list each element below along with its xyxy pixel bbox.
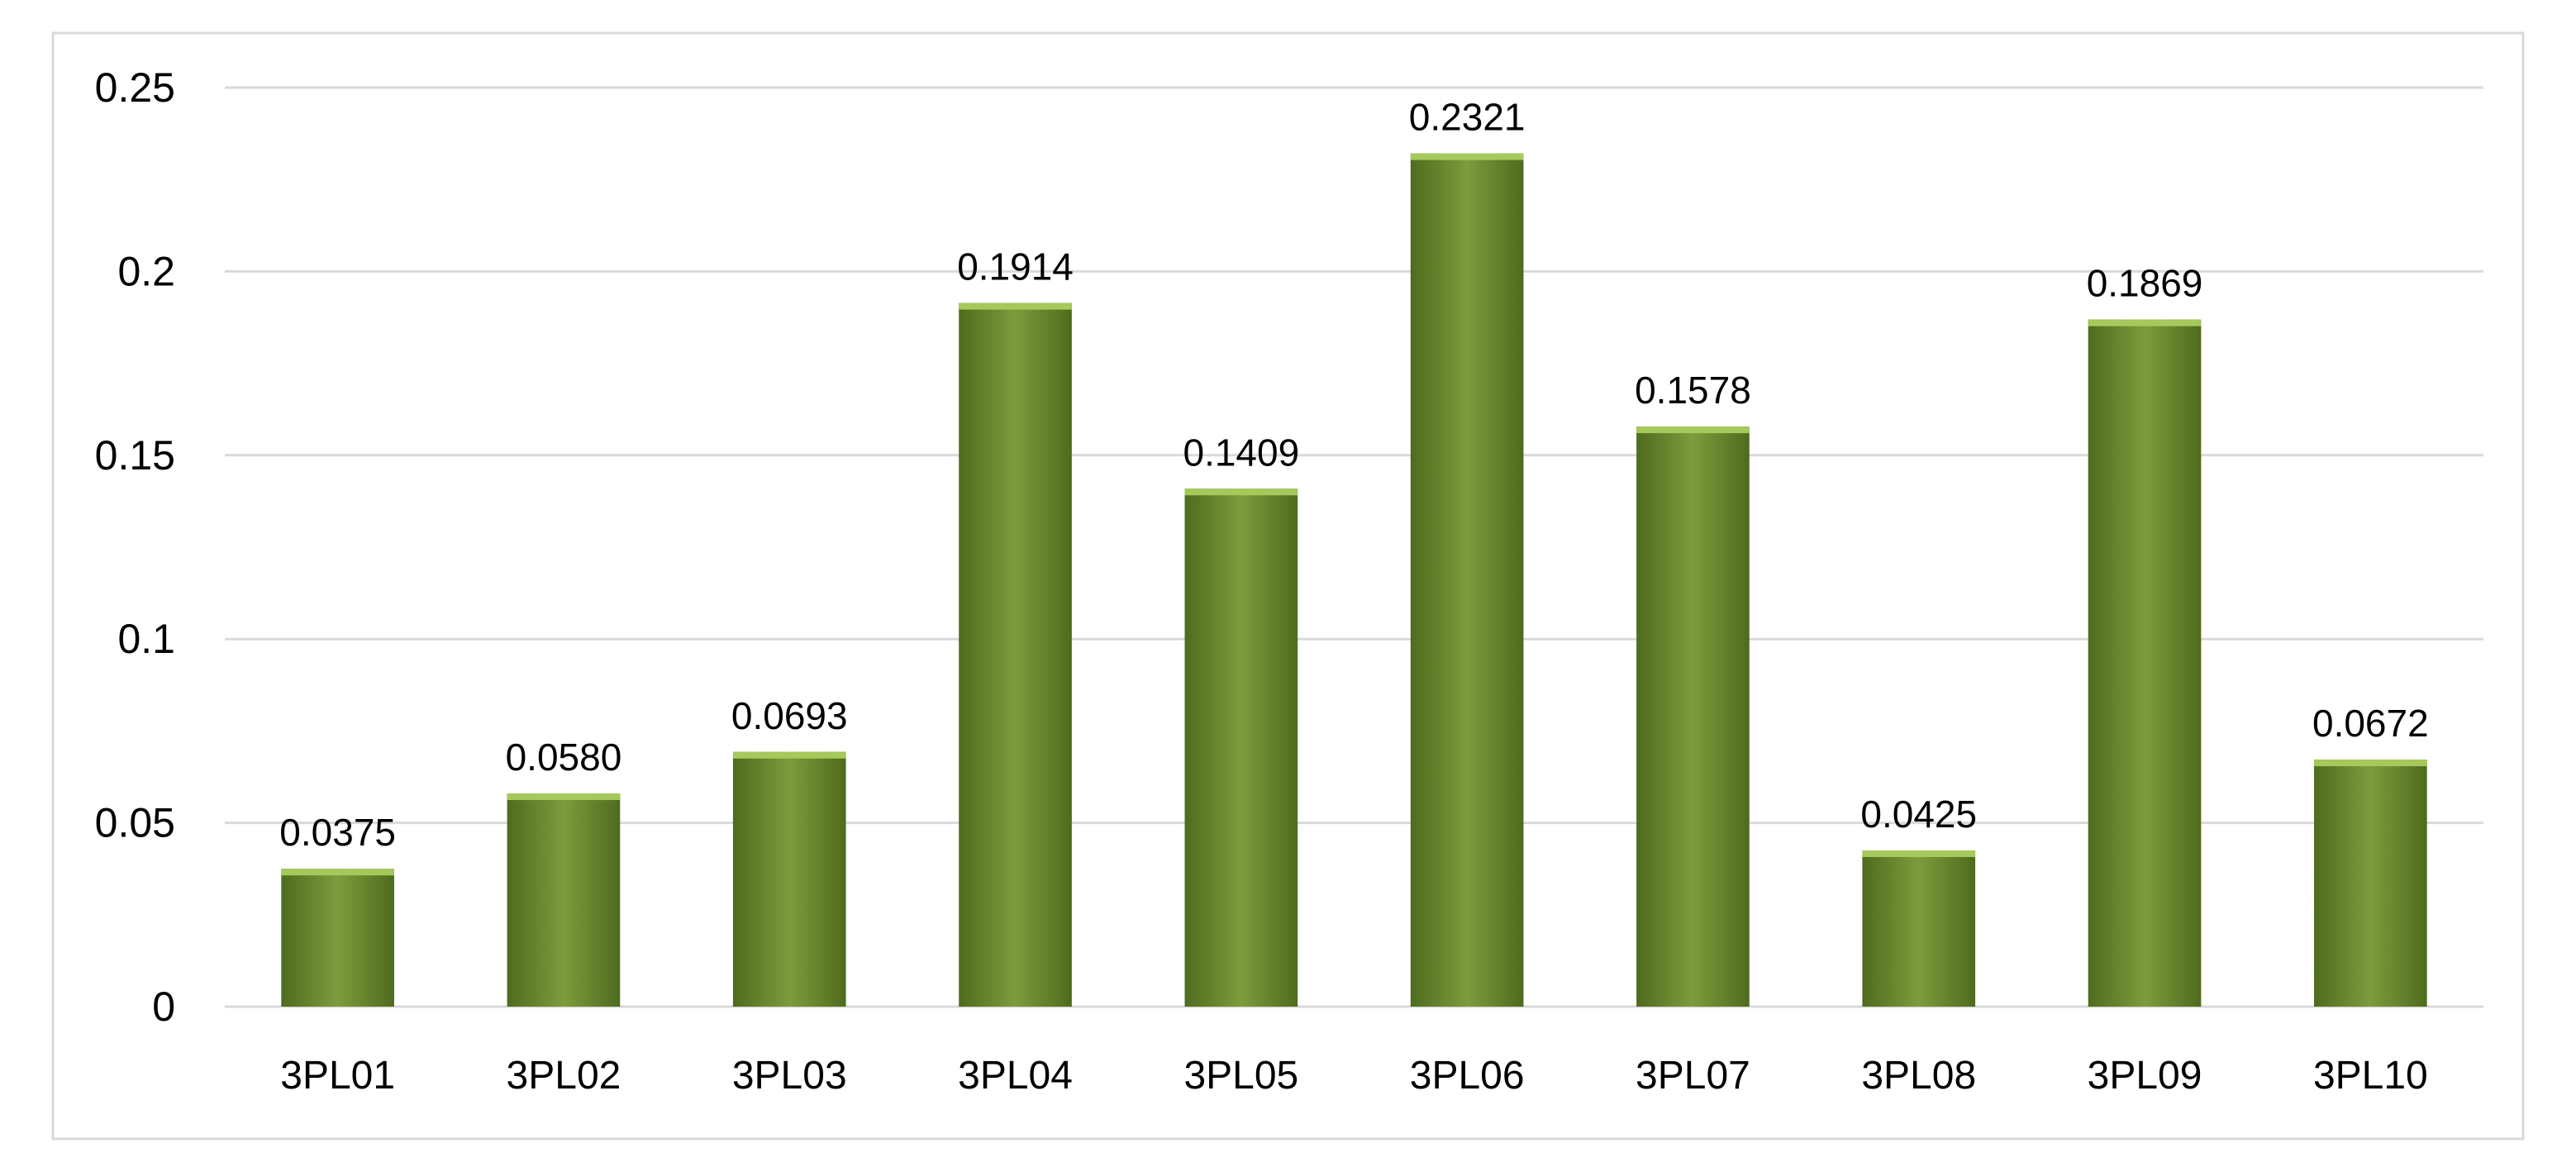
data-label: 0.0580 — [506, 736, 622, 779]
data-label: 0.0375 — [279, 811, 396, 854]
bar-top-highlight — [281, 869, 394, 876]
bar-top-highlight — [1184, 488, 1298, 496]
x-tick-label: 3PL09 — [2088, 1054, 2202, 1098]
bar-top-highlight — [959, 302, 1072, 310]
y-tick-label: 0.1 — [117, 616, 175, 662]
y-tick-label: 0.2 — [117, 248, 175, 294]
bar — [1636, 426, 1750, 1007]
bar — [1862, 850, 1976, 1007]
bar — [2088, 319, 2202, 1007]
data-label: 0.1578 — [1635, 369, 1751, 412]
bar — [507, 793, 621, 1007]
data-label: 0.1914 — [957, 245, 1074, 288]
data-label: 0.2321 — [1409, 96, 1526, 139]
bar-top-highlight — [2088, 319, 2202, 326]
bar-top-highlight — [1636, 426, 1750, 434]
bar-top-highlight — [507, 793, 621, 801]
bar-top-highlight — [1410, 153, 1524, 160]
x-tick-label: 3PL03 — [732, 1054, 847, 1098]
bar-top-highlight — [2314, 760, 2427, 767]
bar-top-highlight — [732, 751, 846, 759]
x-tick-label: 3PL04 — [958, 1054, 1073, 1098]
bar — [732, 751, 846, 1007]
bar — [1184, 488, 1298, 1007]
x-tick-label: 3PL05 — [1183, 1054, 1298, 1098]
y-tick-label: 0 — [152, 984, 175, 1030]
data-label: 0.1869 — [2087, 262, 2203, 305]
y-tick-label: 0.05 — [95, 800, 175, 846]
bar-top-highlight — [1862, 850, 1976, 857]
bars — [281, 153, 2427, 1007]
data-label: 0.0672 — [2312, 702, 2429, 745]
bar — [2314, 760, 2427, 1007]
y-tick-label: 0.25 — [95, 64, 175, 111]
bar — [959, 302, 1072, 1007]
x-tick-label: 3PL01 — [280, 1054, 395, 1098]
x-axis-ticks: 3PL01 3PL02 3PL03 3PL04 3PL05 3PL06 3PL07 3PL08… — [280, 1054, 2427, 1098]
bar — [281, 869, 394, 1007]
x-tick-label: 3PL07 — [1636, 1054, 1750, 1098]
data-label: 0.1409 — [1183, 431, 1299, 474]
data-labels: 0.0375 0.0580 0.0693 0.1914 0.1409 0.2321 0.15… — [279, 96, 2428, 855]
y-tick-label: 0.15 — [95, 432, 175, 479]
data-label: 0.0425 — [1860, 793, 1977, 836]
y-axis-ticks: 0 0.05 0.1 0.15 0.2 0.25 — [95, 64, 175, 1030]
data-label: 0.0693 — [731, 694, 848, 737]
x-tick-label: 3PL06 — [1410, 1054, 1525, 1098]
bar — [1410, 153, 1524, 1007]
x-tick-label: 3PL10 — [2313, 1054, 2428, 1098]
x-tick-label: 3PL08 — [1861, 1054, 1976, 1098]
x-tick-label: 3PL02 — [507, 1054, 621, 1098]
